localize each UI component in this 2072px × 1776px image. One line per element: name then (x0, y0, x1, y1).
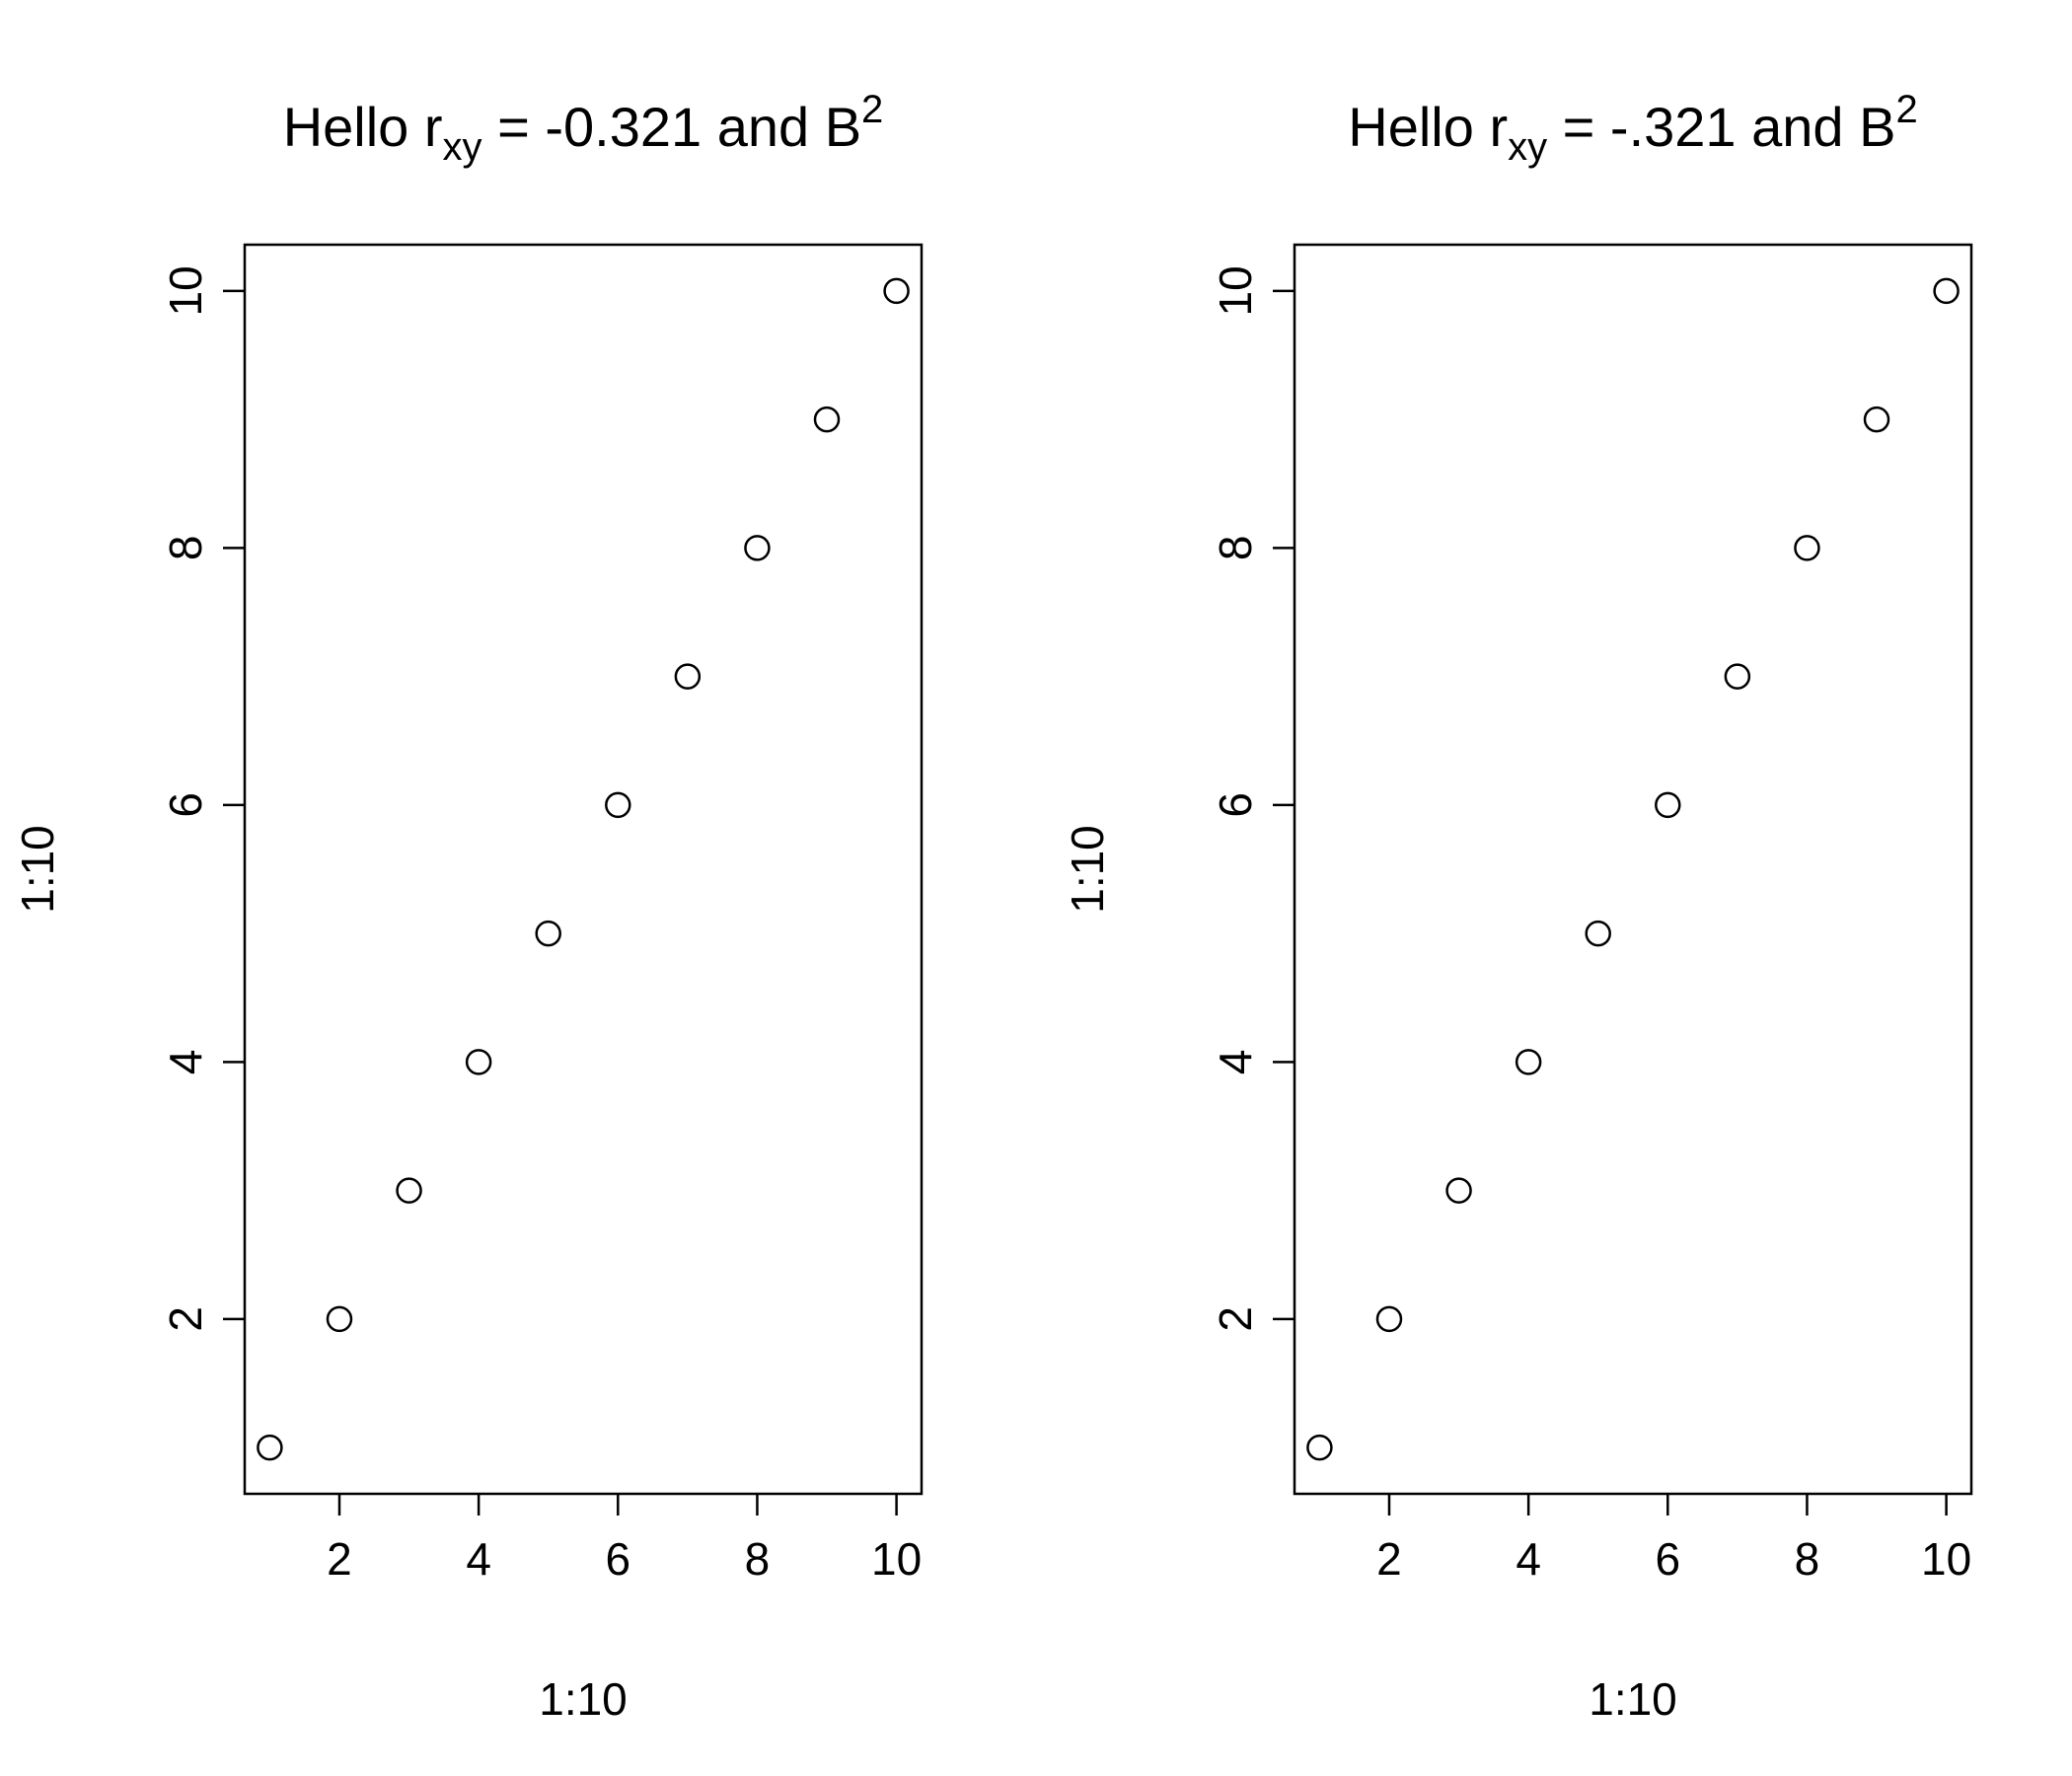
data-point (1655, 791, 1681, 819)
x-axis-label: 1:10 (539, 1673, 628, 1725)
x-tick-label: 6 (605, 1533, 630, 1585)
x-axis-label: 1:10 (1589, 1673, 1677, 1725)
data-point (1585, 920, 1611, 947)
x-tick-label: 10 (871, 1533, 922, 1585)
chart-panel-2: Hello rxy = -.321 and B2 2 4 6 8 10 2 4 6 8 10 1:10… (1062, 88, 1973, 1725)
x-tick-label: 6 (1655, 1533, 1680, 1585)
x-axis: 2 4 6 8 10 (1376, 1494, 1971, 1585)
x-tick-label: 8 (745, 1533, 771, 1585)
data-point (1515, 1049, 1542, 1075)
data-point (396, 1177, 422, 1204)
y-tick-label: 10 (160, 265, 211, 316)
x-tick-label: 2 (1376, 1533, 1402, 1585)
data-point (257, 1434, 283, 1461)
y-tick-label: 2 (1210, 1306, 1261, 1332)
y-tick-label: 6 (1210, 792, 1261, 818)
data-point (1724, 663, 1751, 690)
x-tick-label: 8 (1795, 1533, 1820, 1585)
data-points (1306, 277, 1960, 1461)
y-axis: 2 4 6 8 10 (160, 265, 245, 1332)
data-point (535, 920, 561, 947)
data-point (813, 406, 841, 433)
data-point (605, 791, 631, 819)
data-point (1306, 1434, 1333, 1461)
y-tick-label: 4 (160, 1050, 211, 1075)
data-point (883, 277, 910, 305)
y-tick-label: 8 (160, 536, 211, 561)
y-tick-label: 2 (160, 1306, 211, 1332)
data-points (257, 277, 910, 1461)
chart-title: Hello rxy = -.321 and B2 (1348, 88, 1917, 169)
y-axis: 2 4 6 8 10 (1210, 265, 1295, 1332)
plot-frame (243, 243, 924, 1496)
data-point (674, 663, 702, 690)
data-point (1375, 1305, 1403, 1333)
x-tick-label: 4 (1516, 1533, 1541, 1585)
plot-frame (1293, 243, 1973, 1496)
y-axis-label: 1:10 (12, 825, 63, 914)
data-point (465, 1049, 492, 1075)
y-tick-label: 4 (1210, 1050, 1261, 1075)
chart-title: Hello rxy = -0.321 and B2 (283, 88, 884, 169)
x-tick-label: 2 (327, 1533, 352, 1585)
data-point (1863, 406, 1890, 433)
data-point (326, 1305, 353, 1333)
x-tick-label: 4 (466, 1533, 491, 1585)
x-tick-label: 10 (1921, 1533, 1971, 1585)
y-tick-label: 10 (1210, 265, 1261, 316)
y-axis-label: 1:10 (1062, 825, 1113, 914)
chart-panel-1: Hello rxy = -0.321 and B2 2 4 6 8 10 2 4 6 8 10 1:1… (12, 88, 924, 1725)
y-tick-label: 6 (160, 792, 211, 818)
data-point (1445, 1177, 1472, 1204)
y-tick-label: 8 (1210, 536, 1261, 561)
data-point (1933, 277, 1960, 305)
x-axis: 2 4 6 8 10 (327, 1494, 922, 1585)
data-point (1794, 535, 1820, 561)
data-point (744, 535, 771, 561)
